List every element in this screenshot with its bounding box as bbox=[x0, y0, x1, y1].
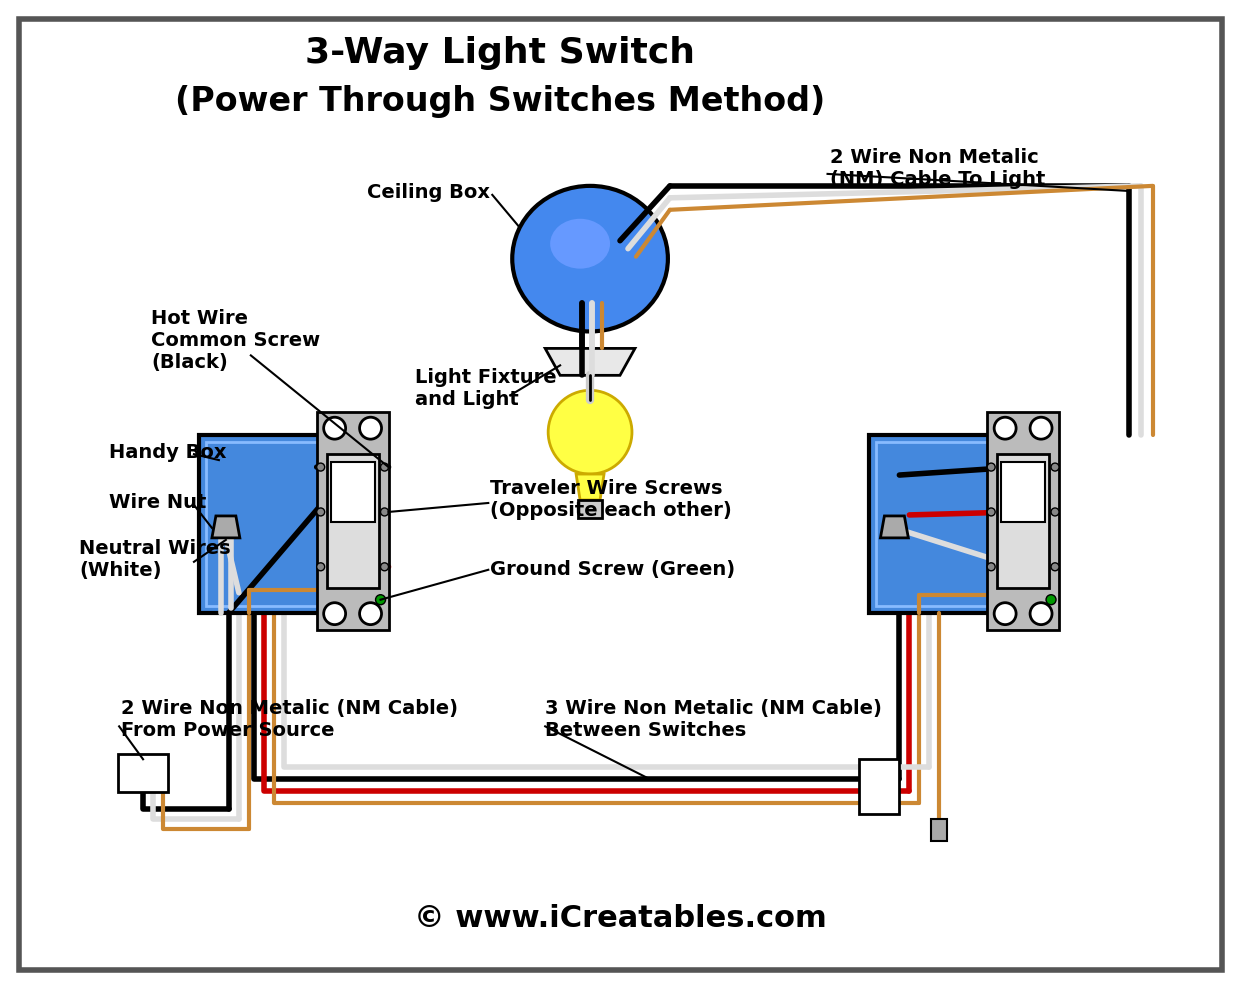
Circle shape bbox=[381, 463, 388, 471]
Ellipse shape bbox=[550, 219, 611, 269]
Bar bbox=[330, 462, 375, 522]
Circle shape bbox=[381, 508, 388, 516]
Text: 3-Way Light Switch: 3-Way Light Switch bbox=[305, 37, 695, 70]
Text: © www.iCreatables.com: © www.iCreatables.com bbox=[413, 904, 827, 934]
Bar bbox=[578, 500, 602, 518]
Circle shape bbox=[360, 417, 381, 439]
Bar bbox=[860, 760, 900, 814]
Bar bbox=[870, 435, 1018, 612]
Circle shape bbox=[1030, 417, 1052, 439]
Text: 2 Wire Non Metalic (NM Cable)
From Power Source: 2 Wire Non Metalic (NM Cable) From Power… bbox=[122, 699, 458, 740]
Text: (Power Through Switches Method): (Power Through Switches Method) bbox=[175, 85, 825, 118]
Circle shape bbox=[376, 594, 386, 604]
Text: 2 Wire Non Metalic
(NM) Cable To Light: 2 Wire Non Metalic (NM) Cable To Light bbox=[829, 148, 1045, 190]
Text: Neutral Wires
(White): Neutral Wires (White) bbox=[79, 539, 231, 581]
Ellipse shape bbox=[513, 186, 668, 331]
Bar bbox=[199, 435, 346, 612]
Text: Light Fixture
and Light: Light Fixture and Light bbox=[416, 368, 557, 408]
Bar bbox=[876, 442, 1010, 605]
Circle shape bbox=[994, 417, 1016, 439]
Text: 3 Wire Non Metalic (NM Cable)
Between Switches: 3 Wire Non Metalic (NM Cable) Between Sw… bbox=[545, 699, 882, 740]
Bar bbox=[931, 819, 947, 841]
Circle shape bbox=[1030, 602, 1052, 625]
Polygon shape bbox=[545, 348, 635, 376]
Circle shape bbox=[1046, 594, 1056, 604]
Bar bbox=[118, 755, 168, 792]
Circle shape bbox=[994, 602, 1016, 625]
Bar bbox=[206, 442, 340, 605]
Circle shape bbox=[987, 463, 995, 471]
Text: Wire Nut: Wire Nut bbox=[109, 494, 206, 512]
Bar bbox=[326, 454, 379, 587]
Circle shape bbox=[1051, 508, 1059, 516]
Bar bbox=[316, 412, 388, 630]
Circle shape bbox=[324, 602, 345, 625]
Polygon shape bbox=[576, 474, 604, 500]
Bar bbox=[998, 454, 1049, 587]
Text: Ceiling Box: Ceiling Box bbox=[367, 183, 490, 203]
Circle shape bbox=[360, 602, 381, 625]
Text: Ground Screw (Green): Ground Screw (Green) bbox=[490, 561, 736, 580]
Text: Traveler Wire Screws
(Opposite each other): Traveler Wire Screws (Opposite each othe… bbox=[490, 480, 732, 520]
Circle shape bbox=[987, 563, 995, 571]
Circle shape bbox=[987, 508, 995, 516]
Text: Hot Wire
Common Screw
(Black): Hot Wire Common Screw (Black) bbox=[151, 309, 320, 372]
Circle shape bbox=[316, 508, 325, 516]
Circle shape bbox=[324, 417, 345, 439]
Bar bbox=[1001, 462, 1045, 522]
Circle shape bbox=[316, 463, 325, 471]
Polygon shape bbox=[880, 516, 908, 538]
Circle shape bbox=[549, 391, 632, 474]
Circle shape bbox=[381, 563, 388, 571]
Circle shape bbox=[316, 563, 325, 571]
Bar bbox=[987, 412, 1059, 630]
Circle shape bbox=[1051, 463, 1059, 471]
Text: Handy Box: Handy Box bbox=[109, 443, 227, 462]
Polygon shape bbox=[212, 516, 240, 538]
Circle shape bbox=[1051, 563, 1059, 571]
